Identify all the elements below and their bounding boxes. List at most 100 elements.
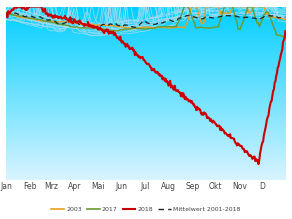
Bar	[6, 123, 286, 124]
Bar	[6, 170, 286, 171]
Bar	[6, 25, 286, 26]
Bar	[6, 41, 286, 42]
Bar	[6, 54, 286, 55]
Bar	[6, 126, 286, 127]
Bar	[6, 124, 286, 125]
Bar	[6, 63, 286, 64]
Bar	[6, 176, 286, 177]
Bar	[6, 107, 286, 108]
Bar	[6, 130, 286, 131]
Bar	[6, 144, 286, 145]
Bar	[6, 102, 286, 103]
Bar	[6, 49, 286, 50]
Bar	[6, 132, 286, 133]
Bar	[6, 171, 286, 172]
Bar	[6, 27, 286, 28]
Bar	[6, 105, 286, 106]
Bar	[6, 57, 286, 58]
Bar	[6, 117, 286, 118]
Bar	[6, 148, 286, 149]
Bar	[6, 62, 286, 63]
Bar	[6, 88, 286, 89]
Bar	[6, 140, 286, 141]
Bar	[6, 175, 286, 176]
Bar	[6, 39, 286, 40]
Bar	[6, 24, 286, 25]
Bar	[6, 174, 286, 175]
Bar	[6, 37, 286, 38]
Bar	[6, 163, 286, 164]
Bar	[6, 84, 286, 85]
Bar	[6, 157, 286, 158]
Bar	[6, 58, 286, 59]
Bar	[6, 12, 286, 13]
Bar	[6, 56, 286, 57]
Bar	[6, 67, 286, 68]
Bar	[6, 134, 286, 135]
Bar	[6, 59, 286, 60]
Bar	[6, 92, 286, 93]
Bar	[6, 136, 286, 137]
Bar	[6, 177, 286, 178]
Bar	[6, 90, 286, 91]
Bar	[6, 47, 286, 48]
Bar	[6, 141, 286, 142]
Bar	[6, 111, 286, 112]
Bar	[6, 168, 286, 169]
Bar	[6, 83, 286, 84]
Bar	[6, 150, 286, 151]
Legend: 2003, 2017, 2018, Mittelwert 2001-2018: 2003, 2017, 2018, Mittelwert 2001-2018	[49, 204, 243, 215]
Bar	[6, 53, 286, 54]
Bar	[6, 60, 286, 61]
Bar	[6, 85, 286, 86]
Bar	[6, 64, 286, 65]
Bar	[6, 87, 286, 88]
Bar	[6, 94, 286, 95]
Bar	[6, 118, 286, 119]
Bar	[6, 169, 286, 170]
Bar	[6, 23, 286, 24]
Bar	[6, 48, 286, 49]
Bar	[6, 108, 286, 109]
Bar	[6, 22, 286, 23]
Bar	[6, 97, 286, 98]
Bar	[6, 81, 286, 82]
Bar	[6, 42, 286, 43]
Bar	[6, 69, 286, 70]
Bar	[6, 35, 286, 36]
Bar	[6, 113, 286, 114]
Bar	[6, 95, 286, 96]
Bar	[6, 139, 286, 140]
Bar	[6, 43, 286, 44]
Bar	[6, 66, 286, 67]
Bar	[6, 155, 286, 156]
Bar	[6, 100, 286, 101]
Bar	[6, 65, 286, 66]
Bar	[6, 71, 286, 72]
Bar	[6, 116, 286, 117]
Bar	[6, 78, 286, 79]
Bar	[6, 79, 286, 80]
Bar	[6, 51, 286, 52]
Bar	[6, 26, 286, 27]
Bar	[6, 17, 286, 18]
Bar	[6, 74, 286, 75]
Bar	[6, 45, 286, 46]
Bar	[6, 167, 286, 168]
Bar	[6, 146, 286, 147]
Bar	[6, 7, 286, 8]
Bar	[6, 72, 286, 73]
Bar	[6, 160, 286, 161]
Bar	[6, 21, 286, 22]
Bar	[6, 70, 286, 71]
Bar	[6, 104, 286, 105]
Bar	[6, 164, 286, 165]
Bar	[6, 152, 286, 153]
Bar	[6, 52, 286, 53]
Bar	[6, 109, 286, 110]
Bar	[6, 173, 286, 174]
Bar	[6, 46, 286, 47]
Bar	[6, 156, 286, 157]
Bar	[6, 166, 286, 167]
Bar	[6, 131, 286, 132]
